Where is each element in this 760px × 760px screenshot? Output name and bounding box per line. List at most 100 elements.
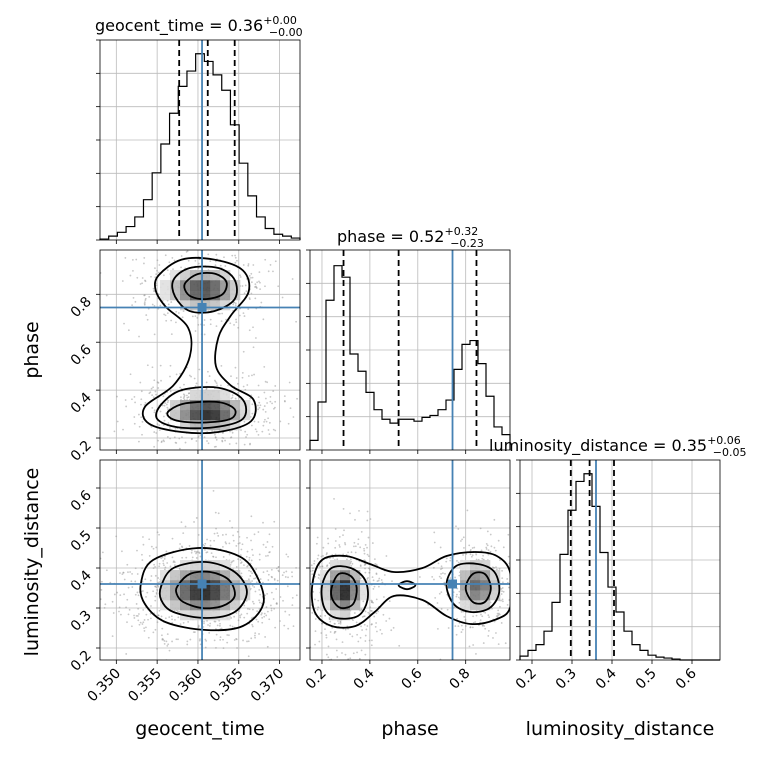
- density-cell: [180, 270, 191, 281]
- sample-point: [495, 566, 497, 568]
- density-cell: [200, 570, 211, 581]
- density-cell: [490, 590, 501, 601]
- sample-point: [193, 521, 195, 523]
- sample-point: [374, 626, 377, 628]
- sample-point: [265, 555, 267, 557]
- sample-point: [495, 615, 498, 618]
- sample-point: [314, 598, 316, 601]
- sample-point: [120, 613, 122, 616]
- panel-frame: [99, 459, 301, 661]
- sample-point: [359, 564, 362, 567]
- density-cell: [200, 270, 211, 281]
- sample-point: [277, 285, 280, 288]
- sample-point: [254, 577, 257, 580]
- sample-point: [94, 432, 96, 434]
- sample-point: [154, 566, 156, 568]
- density-cell: [230, 290, 241, 301]
- sample-point: [198, 639, 201, 642]
- sample-point: [498, 567, 501, 570]
- sample-point: [195, 440, 198, 442]
- sample-point: [236, 647, 238, 649]
- sample-point: [304, 586, 306, 588]
- sample-point: [182, 621, 185, 624]
- sample-point: [246, 433, 249, 436]
- sample-point: [129, 274, 132, 277]
- density-cell: [470, 590, 481, 601]
- sample-point: [154, 276, 157, 279]
- sample-point: [170, 301, 173, 303]
- sample-point: [319, 565, 321, 568]
- sample-point: [177, 616, 180, 619]
- sample-point: [436, 628, 439, 630]
- sample-point: [188, 545, 191, 547]
- x-tick-label: 0.370: [248, 666, 288, 706]
- sample-point: [295, 594, 298, 597]
- sample-point: [213, 639, 216, 642]
- sample-point: [195, 551, 198, 554]
- sample-point: [165, 319, 168, 322]
- sample-point: [167, 303, 170, 306]
- density-cell: [220, 300, 231, 311]
- density-cell: [160, 570, 171, 581]
- sample-point: [260, 301, 263, 304]
- sample-point: [214, 433, 216, 436]
- sample-point: [291, 278, 294, 280]
- sample-point: [322, 555, 324, 557]
- contour-level-3: [166, 400, 237, 424]
- density-cell: [330, 560, 341, 571]
- sample-point: [156, 259, 159, 262]
- sample-point: [263, 365, 266, 368]
- density-cell: [340, 590, 351, 601]
- sample-point: [288, 613, 291, 616]
- sample-point: [179, 543, 181, 545]
- sample-point: [233, 323, 235, 326]
- sample-point: [79, 285, 81, 287]
- sample-point: [156, 531, 159, 534]
- sample-point: [222, 545, 224, 548]
- sample-point: [304, 579, 306, 581]
- contour-level-3: [330, 572, 358, 610]
- sample-point: [270, 591, 273, 594]
- sample-point: [360, 577, 362, 579]
- sample-point: [247, 263, 250, 265]
- sample-point: [315, 542, 318, 545]
- sample-point: [385, 555, 388, 557]
- sample-point: [264, 380, 267, 383]
- x-tick-label: 0.2: [303, 666, 330, 693]
- sample-point: [251, 623, 254, 626]
- sample-point: [133, 395, 136, 398]
- sample-point: [216, 624, 219, 627]
- sample-point: [337, 620, 339, 622]
- density-cell: [170, 410, 181, 421]
- sample-point: [254, 636, 256, 639]
- density-cell: [160, 280, 171, 291]
- sample-point: [133, 614, 135, 617]
- sample-point: [344, 653, 347, 656]
- sample-point: [225, 542, 228, 545]
- sample-point: [487, 614, 490, 617]
- sample-point: [136, 591, 139, 594]
- sample-point: [352, 619, 354, 621]
- sample-point: [333, 497, 335, 500]
- density-cell: [170, 280, 181, 291]
- sample-point: [257, 433, 260, 436]
- sample-point: [224, 541, 227, 544]
- sample-point: [251, 403, 254, 406]
- sample-point: [207, 442, 210, 445]
- histogram-geocent_time: [99, 53, 301, 240]
- sample-point: [474, 621, 477, 623]
- sample-point: [368, 568, 371, 571]
- sample-point: [367, 611, 370, 614]
- sample-point: [143, 619, 146, 621]
- sample-point: [242, 312, 245, 315]
- density-cell: [210, 560, 221, 571]
- sample-point: [76, 600, 78, 602]
- sample-point: [160, 615, 163, 618]
- sample-point: [339, 622, 342, 625]
- sample-point: [235, 545, 238, 547]
- sample-point: [269, 400, 272, 403]
- sample-point: [258, 406, 261, 409]
- sample-point: [182, 393, 185, 396]
- sample-point: [502, 546, 505, 549]
- density-cell: [230, 420, 241, 431]
